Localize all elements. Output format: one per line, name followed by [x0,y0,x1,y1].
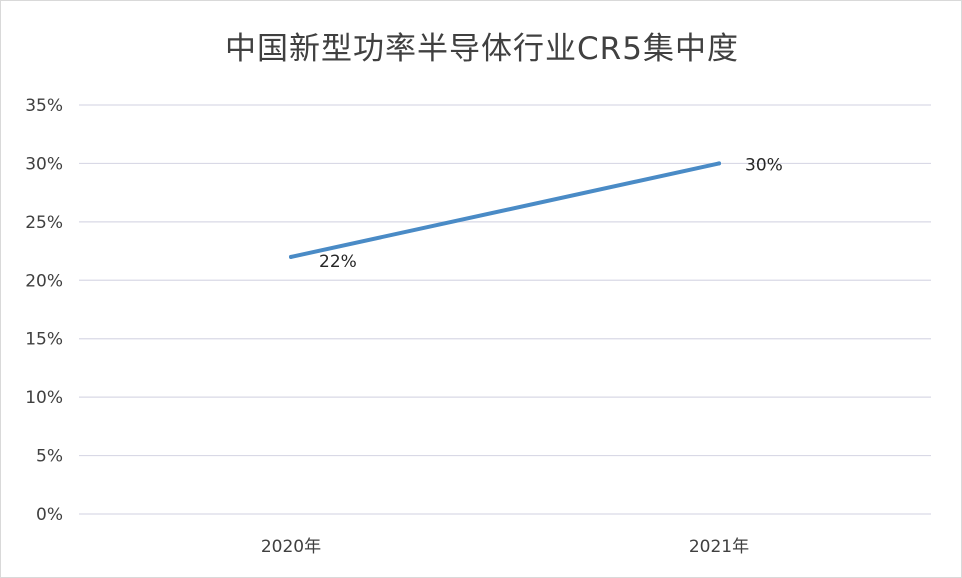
y-tick-label: 5% [36,447,63,467]
y-tick-label: 20% [25,271,63,291]
x-tick-label: 2020年 [261,537,321,557]
gridlines [79,104,931,515]
y-axis-tick-labels: 0% 5% 10% 15% 20% 25% 30% 35% [25,96,63,525]
y-tick-label: 15% [25,330,63,350]
series-line [289,161,721,259]
x-axis-tick-labels: 2020年 2021年 [261,537,749,557]
chart-title: 中国新型功率半导体行业CR5集中度 [225,31,739,67]
data-label: 30% [745,155,783,175]
data-labels: 22% 30% [319,155,783,271]
y-tick-label: 30% [25,154,63,174]
y-tick-label: 0% [36,505,63,525]
series-group [289,161,721,259]
data-point [289,254,293,259]
y-tick-label: 25% [25,213,63,233]
data-label: 22% [319,252,357,272]
y-tick-label: 35% [25,96,63,116]
x-tick-label: 2021年 [689,537,749,557]
data-point [717,161,721,166]
y-tick-label: 10% [25,388,63,408]
